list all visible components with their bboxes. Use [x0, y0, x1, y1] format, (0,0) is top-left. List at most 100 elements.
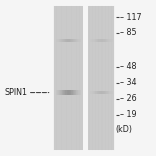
Bar: [95, 39, 96, 42]
Bar: [61, 90, 62, 95]
Bar: [110, 91, 111, 94]
Bar: [79, 39, 80, 42]
Bar: [97, 39, 98, 42]
Bar: [91, 39, 92, 42]
Bar: [99, 91, 100, 94]
Bar: [97, 91, 98, 94]
Text: – 34: – 34: [120, 78, 136, 87]
Bar: [103, 39, 104, 42]
Bar: [95, 91, 96, 94]
Bar: [56, 90, 57, 95]
Bar: [112, 91, 113, 94]
Bar: [57, 39, 58, 42]
Bar: [90, 39, 91, 42]
Bar: [77, 90, 78, 95]
Bar: [108, 39, 109, 42]
Bar: [77, 39, 78, 42]
Bar: [71, 39, 72, 42]
Bar: [104, 91, 105, 94]
Bar: [98, 39, 99, 42]
Bar: [73, 90, 74, 95]
Bar: [57, 90, 58, 95]
Bar: [78, 90, 79, 95]
Bar: [105, 91, 106, 94]
Bar: [64, 90, 65, 95]
Bar: [58, 90, 59, 95]
Bar: [75, 90, 76, 95]
Bar: [71, 90, 72, 95]
Bar: [111, 91, 112, 94]
Bar: [74, 90, 75, 95]
Bar: [108, 91, 109, 94]
Bar: [54, 6, 83, 150]
Bar: [101, 39, 102, 42]
Text: – 85: – 85: [120, 28, 137, 37]
Bar: [93, 39, 94, 42]
Bar: [91, 91, 92, 94]
Bar: [62, 39, 63, 42]
Bar: [96, 39, 97, 42]
Bar: [92, 91, 93, 94]
Bar: [76, 90, 77, 95]
Bar: [103, 91, 104, 94]
Bar: [74, 39, 75, 42]
Bar: [107, 91, 108, 94]
Bar: [96, 91, 97, 94]
Bar: [93, 91, 94, 94]
Text: (kD): (kD): [116, 125, 133, 134]
Text: – 19: – 19: [120, 110, 137, 119]
Bar: [67, 39, 68, 42]
Bar: [70, 39, 71, 42]
Bar: [67, 90, 68, 95]
Text: – 26: – 26: [120, 94, 137, 103]
Bar: [75, 39, 76, 42]
Bar: [63, 90, 64, 95]
Bar: [69, 90, 70, 95]
Bar: [104, 39, 105, 42]
Text: SPIN1: SPIN1: [4, 88, 27, 97]
Bar: [100, 91, 101, 94]
Text: – 48: – 48: [120, 62, 136, 71]
Bar: [98, 91, 99, 94]
Bar: [72, 39, 73, 42]
Bar: [68, 90, 69, 95]
Bar: [64, 39, 65, 42]
Bar: [80, 39, 81, 42]
Bar: [66, 39, 67, 42]
Bar: [66, 90, 67, 95]
Bar: [94, 39, 95, 42]
Bar: [60, 39, 61, 42]
Bar: [68, 39, 69, 42]
Bar: [79, 90, 80, 95]
Bar: [92, 39, 93, 42]
Bar: [106, 39, 107, 42]
Bar: [100, 39, 101, 42]
Bar: [63, 39, 64, 42]
Bar: [101, 91, 102, 94]
Bar: [106, 91, 107, 94]
Bar: [62, 90, 63, 95]
Bar: [56, 39, 57, 42]
Bar: [99, 39, 100, 42]
Bar: [88, 6, 114, 150]
Bar: [59, 39, 60, 42]
Bar: [102, 91, 103, 94]
Bar: [65, 90, 66, 95]
Bar: [61, 39, 62, 42]
Bar: [60, 90, 61, 95]
Bar: [78, 39, 79, 42]
Bar: [58, 39, 59, 42]
Bar: [94, 91, 95, 94]
Bar: [69, 39, 70, 42]
Text: – 117: – 117: [120, 13, 142, 22]
Bar: [110, 39, 111, 42]
Bar: [102, 39, 103, 42]
Bar: [105, 39, 106, 42]
Bar: [112, 39, 113, 42]
Bar: [76, 39, 77, 42]
Bar: [90, 91, 91, 94]
Bar: [109, 39, 110, 42]
Bar: [72, 90, 73, 95]
Bar: [65, 39, 66, 42]
Bar: [111, 39, 112, 42]
